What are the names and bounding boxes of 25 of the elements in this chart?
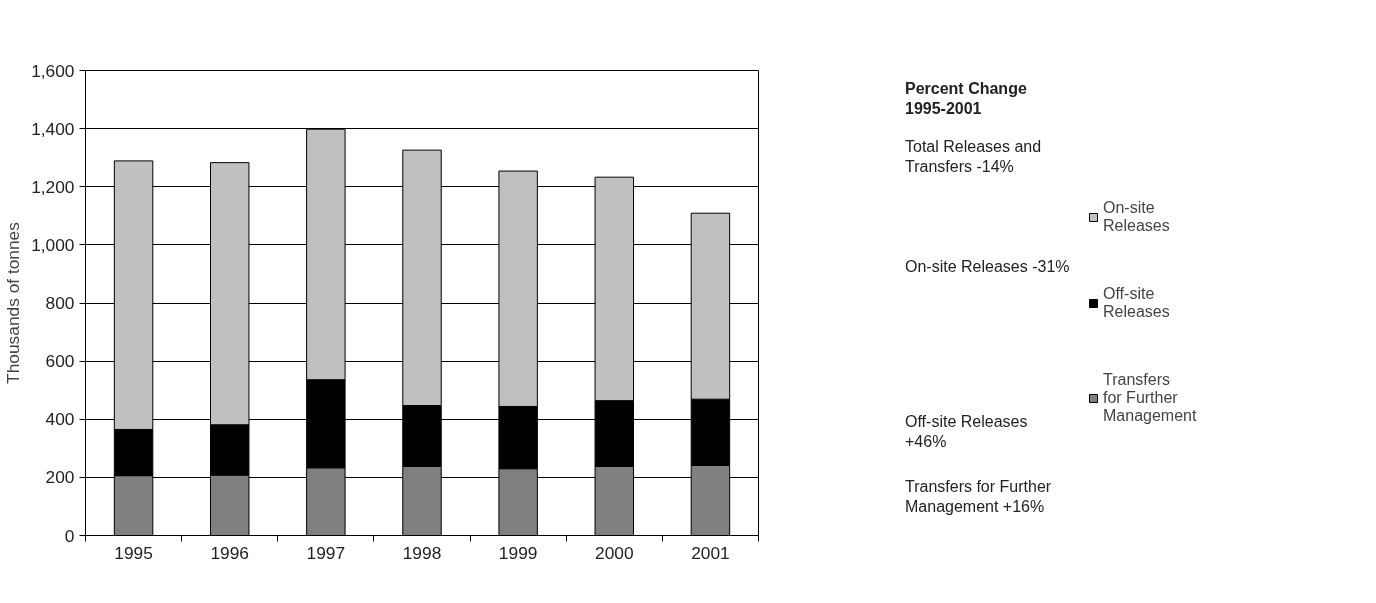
x-tick-label: 2001	[691, 542, 730, 563]
legend-label: Transfers for Further Management	[1103, 371, 1197, 425]
x-tick-label: 1995	[114, 542, 153, 563]
legend-label: Off-site Releases	[1103, 285, 1170, 321]
text: Total Releases and Transfers -14%	[905, 137, 1042, 177]
y-tick-label: 1,000	[31, 234, 75, 255]
y-tick-label: 200	[45, 467, 75, 488]
legend-label: On-site Releases	[1103, 199, 1170, 235]
x-tick-label: 1999	[498, 542, 538, 563]
y-tick-label: 1,400	[31, 118, 75, 139]
y-tick-label: 1,600	[31, 60, 75, 81]
text: Percent Change 1995-2001	[905, 79, 1027, 119]
x-tick-label: 1996	[210, 542, 249, 563]
text: Transfers for Further Management +16%	[905, 477, 1052, 517]
text: On-site Releases -31%	[905, 257, 1070, 277]
x-tick-label: 1998	[402, 542, 442, 563]
y-tick-label: 600	[45, 351, 75, 372]
y-tick-label: 1,200	[31, 176, 75, 197]
x-tick-label: 1997	[306, 542, 346, 563]
y-axis-title: Thousands of tonnes	[3, 221, 24, 384]
y-tick-label: 0	[64, 525, 75, 546]
text: Off-site Releases +46%	[905, 412, 1028, 452]
y-tick-label: 800	[45, 293, 75, 313]
y-tick-label: 400	[45, 409, 75, 430]
x-tick-label: 2000	[595, 542, 634, 563]
